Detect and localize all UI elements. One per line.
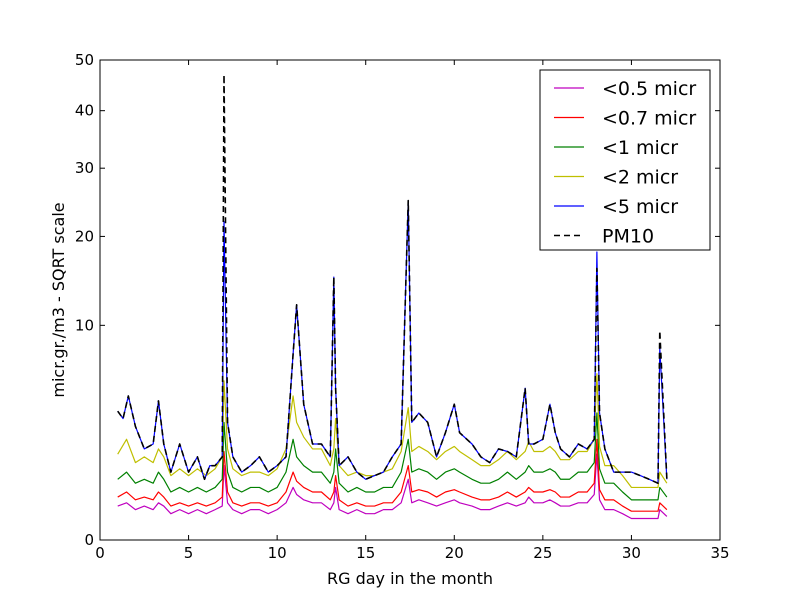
x-tick-label: 20 — [445, 544, 464, 562]
x-tick-label: 10 — [268, 544, 287, 562]
series-line-5 — [117, 73, 668, 485]
series-line-2 — [117, 412, 668, 501]
x-tick-label: 5 — [184, 544, 194, 562]
y-axis-title: micr.gr./m3 - SQRT scale — [49, 202, 68, 397]
x-axis-title: RG day in the month — [327, 569, 493, 588]
series-layer — [117, 73, 668, 520]
legend-label-2: <1 micr — [602, 137, 678, 159]
plot-frame — [99, 59, 721, 541]
x-tick-label: 0 — [95, 544, 105, 562]
legend-label-1: <0.7 micr — [602, 108, 696, 130]
legend-box — [539, 69, 711, 251]
x-tick-label: 35 — [710, 544, 729, 562]
y-tick-label: 20 — [75, 227, 94, 245]
tick-layer: 0 5 10 15 20 25 30 35 0 10 20 30 40 50 — [75, 51, 730, 562]
legend-label-0: <0.5 micr — [602, 78, 696, 100]
legend-label-4: <5 micr — [602, 196, 678, 218]
legend-label-3: <2 micr — [602, 167, 678, 189]
y-tick-label: 10 — [75, 316, 94, 334]
legend: <0.5 micr <0.7 micr <1 micr <2 micr <5 micr P… — [539, 69, 711, 251]
x-tick-label: 15 — [356, 544, 375, 562]
x-tick-label: 30 — [622, 544, 641, 562]
series-line-0 — [117, 453, 668, 520]
y-tick-label: 50 — [75, 51, 94, 69]
y-tick-label: 0 — [84, 531, 94, 549]
series-line-1 — [117, 438, 668, 512]
y-tick-label: 30 — [75, 159, 94, 177]
x-tick-label: 25 — [533, 544, 552, 562]
y-tick-label: 40 — [75, 102, 94, 120]
series-line-3 — [117, 373, 668, 489]
legend-label-5: PM10 — [602, 226, 654, 248]
